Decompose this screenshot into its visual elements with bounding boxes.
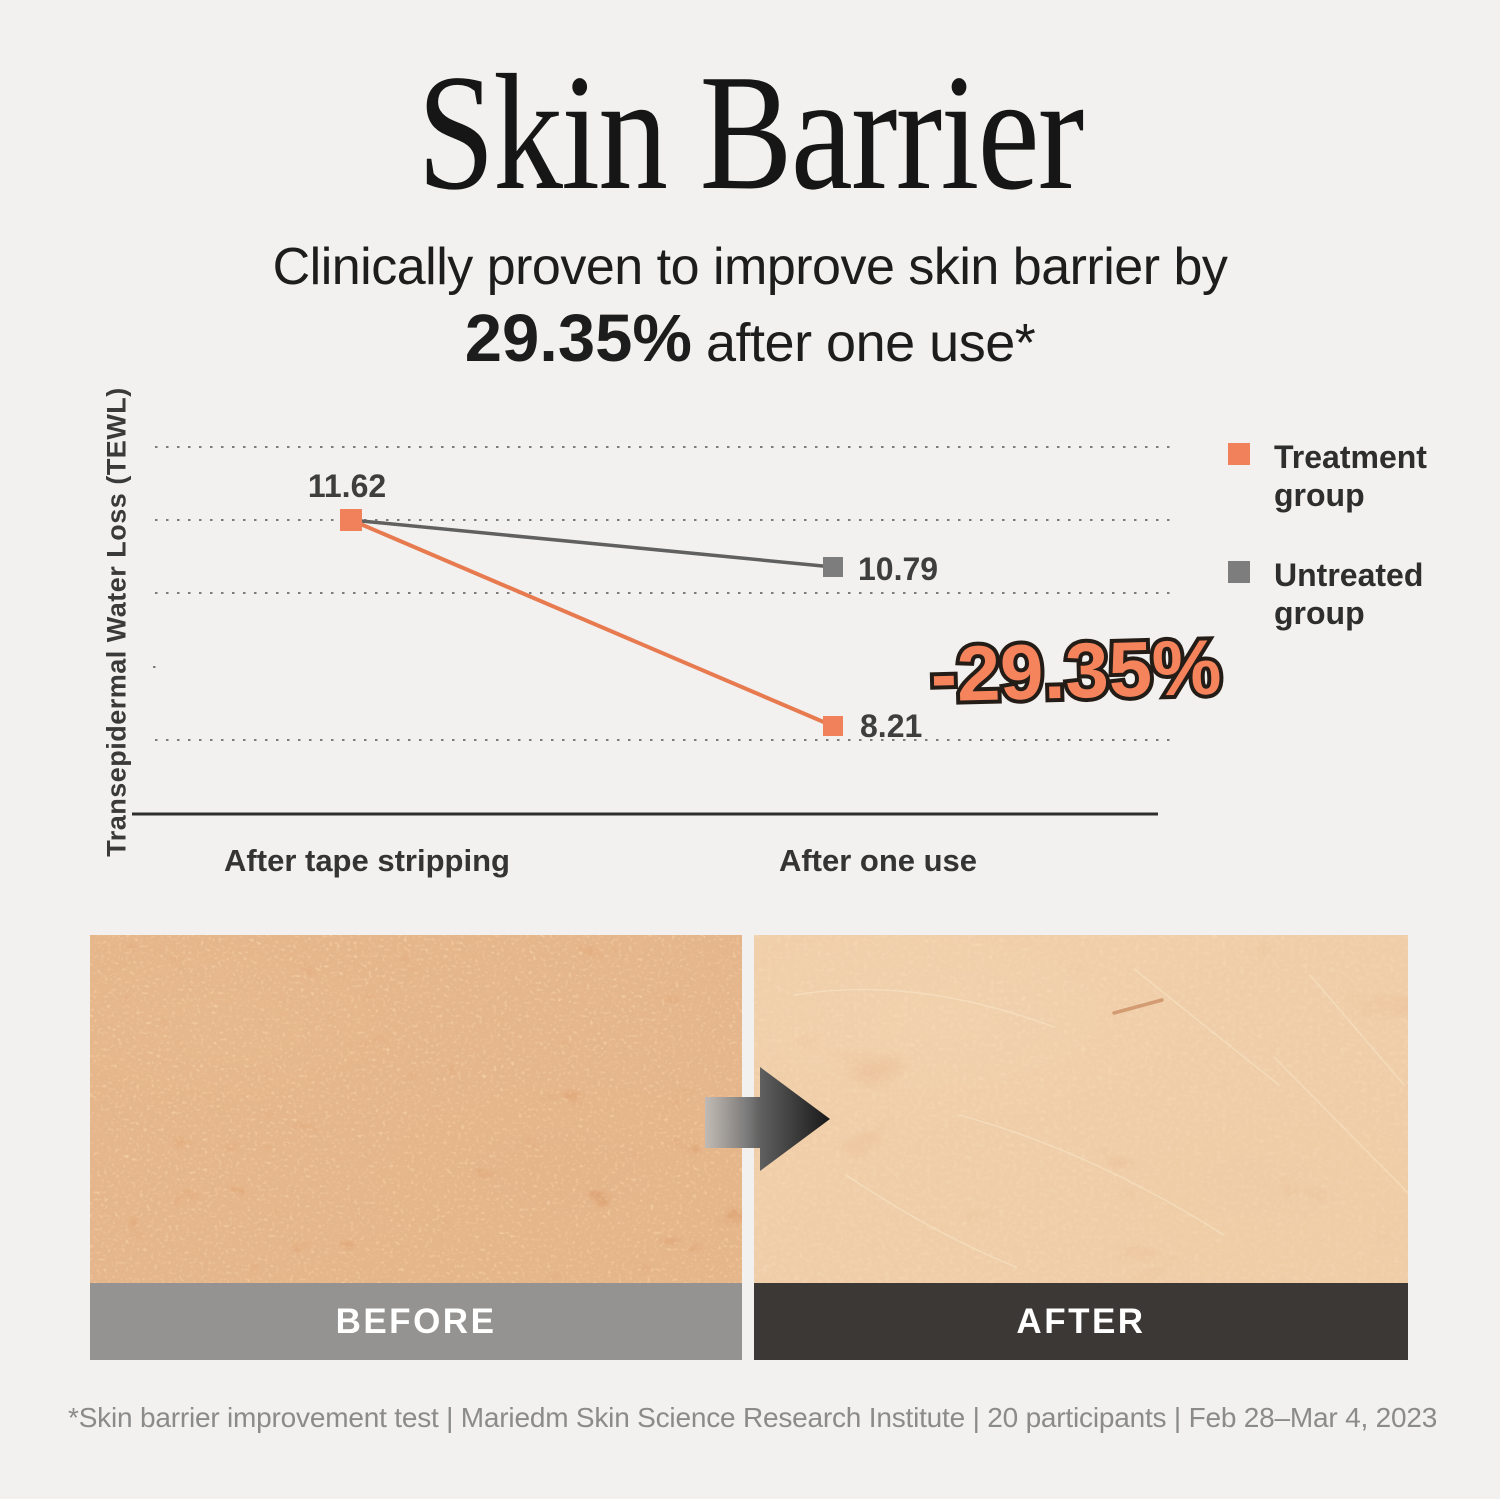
- legend-label-untreated: Untreated group: [1274, 557, 1424, 631]
- start-marker: [340, 509, 362, 531]
- value-label-untreated: 10.79: [858, 551, 939, 587]
- treatment-swatch-icon: [1228, 443, 1250, 465]
- x-axis-label-tape-stripping: After tape stripping: [224, 843, 510, 878]
- after-label: AFTER: [1016, 1301, 1146, 1341]
- before-label: BEFORE: [335, 1301, 497, 1341]
- subtitle-line1: Clinically proven to improve skin barrie…: [272, 238, 1228, 296]
- after-panel: AFTER: [754, 935, 1408, 1360]
- untreated-end-marker: [823, 557, 843, 577]
- after-label-bar: AFTER: [754, 1283, 1408, 1360]
- after-skin-image: [754, 935, 1408, 1283]
- subtitle-line2: 29.35% after one use*: [0, 300, 1500, 377]
- after-skin-texture: [754, 935, 1408, 1283]
- y-axis-label: Transepidermal Water Loss (TEWL): [101, 387, 132, 857]
- before-to-after-arrow-icon: [705, 1067, 830, 1171]
- before-label-bar: BEFORE: [90, 1283, 742, 1360]
- skin-scar-mark: [1112, 998, 1164, 1015]
- footnote: *Skin barrier improvement test | Mariedm…: [68, 1402, 1438, 1433]
- treatment-line: [350, 518, 834, 728]
- legend-label-treatment: Treatment group: [1274, 439, 1427, 513]
- before-skin-image: [90, 935, 742, 1283]
- legend-item-untreated: Untreated group: [1228, 556, 1488, 632]
- value-label-treatment: 8.21: [860, 708, 923, 744]
- percent-change-annotation: -29.35%: [926, 619, 1227, 723]
- untreated-swatch-icon: [1228, 561, 1250, 583]
- before-skin-texture: [90, 935, 742, 1283]
- subtitle-rest: after one use*: [706, 313, 1036, 373]
- subtitle-percentage: 29.35%: [464, 301, 692, 376]
- untreated-line: [350, 518, 834, 569]
- page-title: Skin Barrier: [417, 40, 1084, 224]
- x-axis-label-one-use: After one use: [778, 843, 978, 878]
- before-panel: BEFORE: [90, 935, 742, 1360]
- value-label-start: 11.62: [307, 468, 387, 504]
- treatment-end-marker: [823, 716, 843, 736]
- legend-item-treatment: Treatment group: [1228, 438, 1488, 514]
- skin-hairline-marks: [793, 968, 1408, 1268]
